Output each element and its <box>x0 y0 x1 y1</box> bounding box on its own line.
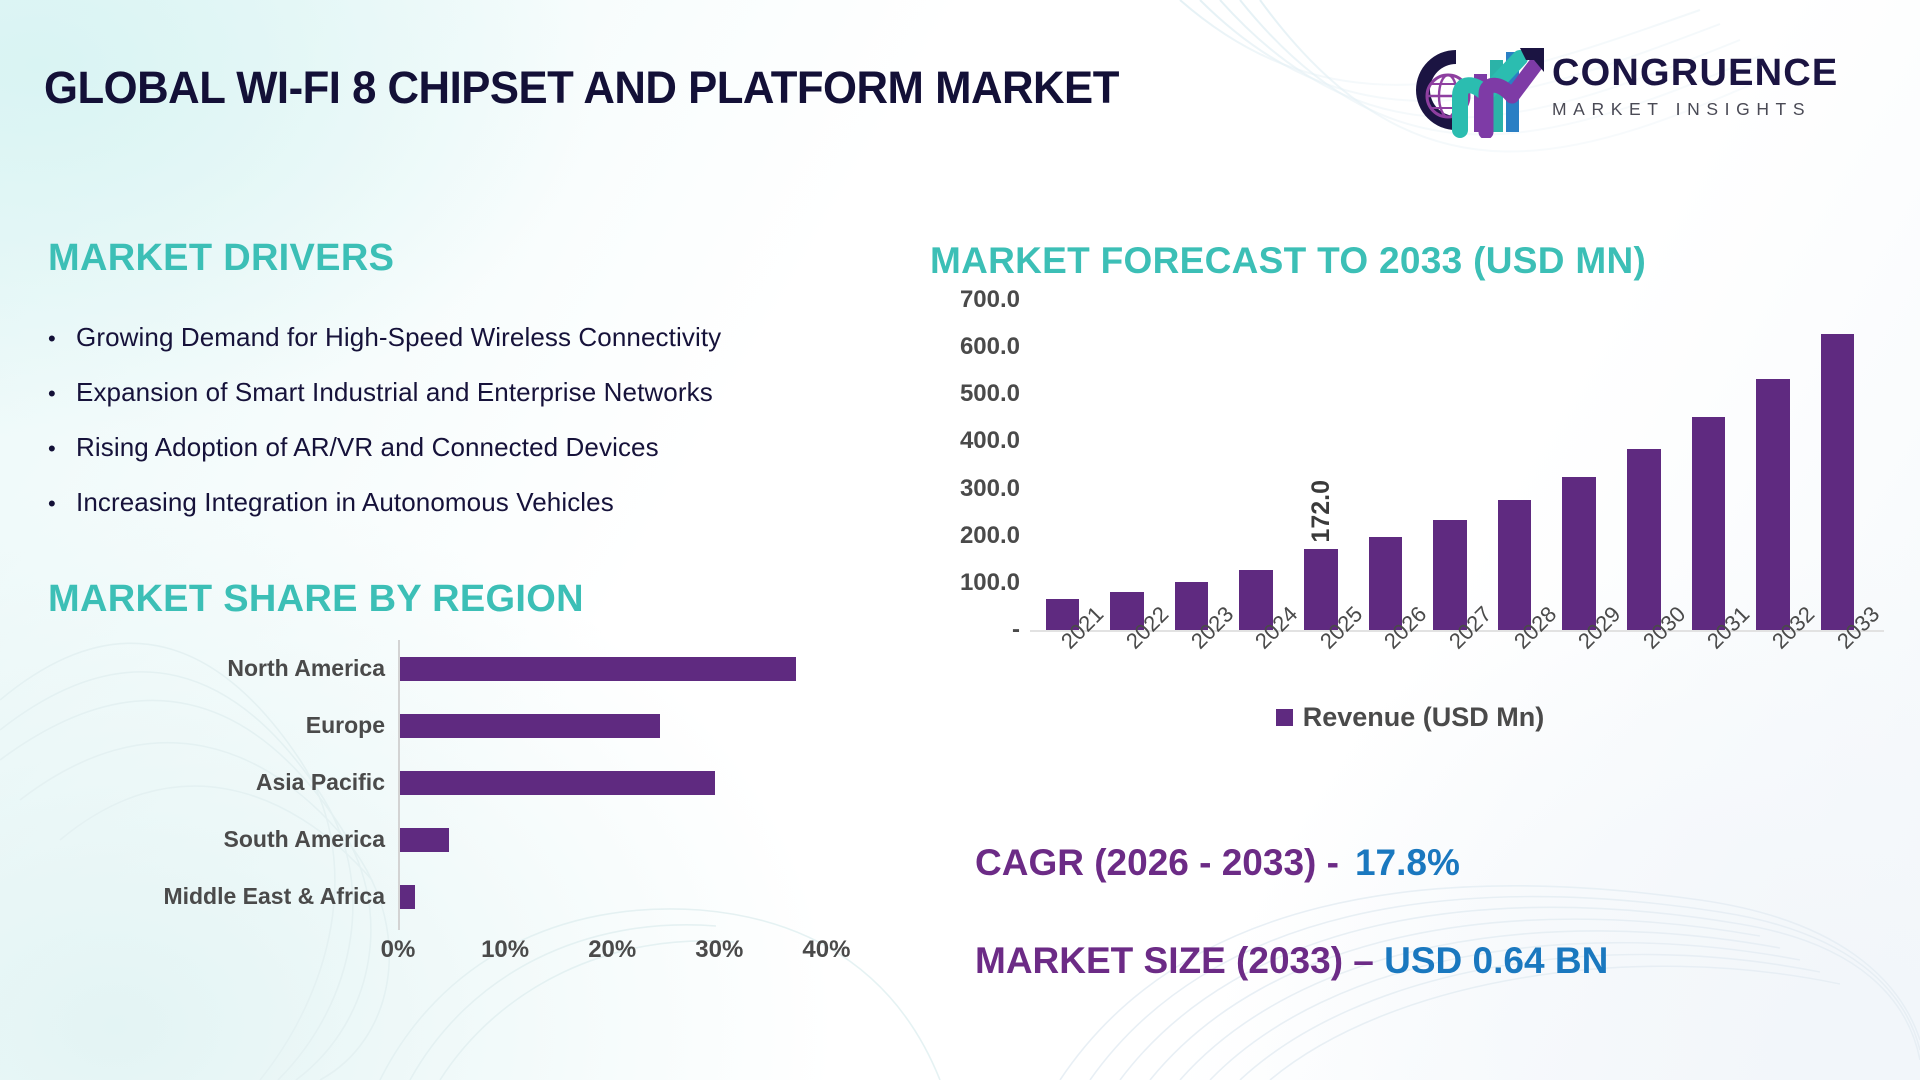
legend-label: Revenue (USD Mn) <box>1302 702 1545 732</box>
region-row: Middle East & Africa <box>60 868 880 925</box>
market-share-heading: MARKET SHARE BY REGION <box>48 578 584 620</box>
region-row: Europe <box>60 697 880 754</box>
cagr-value: 17.8% <box>1354 842 1460 883</box>
driver-item: • Increasing Integration in Autonomous V… <box>48 487 928 518</box>
bullet-icon: • <box>48 326 56 351</box>
market-forecast-chart: - 100.0 200.0 300.0 400.0 500.0 600.0 700.0 172… <box>930 286 1890 733</box>
region-bar-rows: North America Europe Asia Pacific South Ame… <box>60 640 880 925</box>
region-bar-track <box>398 697 880 754</box>
region-row: South America <box>60 811 880 868</box>
forecast-y-tick: 200.0 <box>959 521 1020 549</box>
bullet-icon: • <box>48 436 56 461</box>
region-label: South America <box>223 826 385 852</box>
region-bar-track <box>398 754 880 811</box>
forecast-y-tick: 100.0 <box>959 568 1020 596</box>
region-bar-track <box>398 811 880 868</box>
forecast-y-tick: - <box>1012 616 1020 643</box>
driver-text: Rising Adoption of AR/VR and Connected D… <box>76 432 659 462</box>
forecast-legend: Revenue (USD Mn) <box>930 702 1890 733</box>
forecast-baseline <box>1030 630 1884 632</box>
forecast-y-axis-labels: - 100.0 200.0 300.0 400.0 500.0 600.0 700.0 <box>930 286 1020 643</box>
bullet-icon: • <box>48 381 56 406</box>
forecast-bar <box>1562 476 1597 630</box>
forecast-bar <box>1497 500 1532 630</box>
region-bar <box>398 827 450 852</box>
driver-text: Increasing Integration in Autonomous Veh… <box>76 487 614 517</box>
forecast-bar <box>1627 449 1661 630</box>
region-x-tick: 20% <box>588 936 637 963</box>
region-bar-track <box>398 868 880 925</box>
forecast-bar <box>1368 536 1403 630</box>
cagr-label: CAGR (2026 - 2033) - <box>975 842 1339 883</box>
logo-name: CONGRUENCE <box>1552 52 1839 94</box>
forecast-y-tick: 300.0 <box>959 474 1020 502</box>
driver-text: Growing Demand for High-Speed Wireless C… <box>76 322 722 352</box>
globe-growth-chart-icon <box>1416 48 1544 138</box>
logo-subtitle: MARKET INSIGHTS <box>1552 99 1812 119</box>
market-drivers-list: • Growing Demand for High-Speed Wireless… <box>48 322 928 542</box>
forecast-bar <box>1691 416 1726 630</box>
region-row: North America <box>60 640 880 697</box>
page-title: GLOBAL WI-FI 8 CHIPSET AND PLATFORM MARK… <box>44 62 1119 113</box>
region-bar <box>398 770 716 795</box>
forecast-bar <box>1045 598 1080 630</box>
region-label: North America <box>227 655 385 681</box>
forecast-y-tick: 700.0 <box>959 286 1020 313</box>
driver-item: • Rising Adoption of AR/VR and Connected… <box>48 432 928 463</box>
driver-text: Expansion of Smart Industrial and Enterp… <box>76 377 713 407</box>
region-label: Middle East & Africa <box>163 883 385 909</box>
region-label: Europe <box>305 712 385 738</box>
forecast-data-label: 172.0 <box>1306 480 1335 543</box>
region-row: Asia Pacific <box>60 754 880 811</box>
bullet-icon: • <box>48 491 56 516</box>
market-drivers-heading: MARKET DRIVERS <box>48 237 395 279</box>
driver-item: • Growing Demand for High-Speed Wireless… <box>48 322 928 353</box>
cagr-stat: CAGR (2026 - 2033) - 17.8% <box>975 842 1460 884</box>
region-label: Asia Pacific <box>255 769 385 795</box>
forecast-bar <box>1303 548 1338 630</box>
forecast-bar <box>1110 591 1144 630</box>
region-x-tick: 10% <box>481 936 530 963</box>
forecast-bar <box>1433 519 1467 630</box>
forecast-y-tick: 400.0 <box>959 427 1020 455</box>
forecast-plot-area: 172.0 <box>1030 300 1880 630</box>
region-bar <box>398 713 661 738</box>
market-size-label: MARKET SIZE (2033) – <box>975 940 1374 981</box>
region-axis-line <box>398 640 400 930</box>
driver-item: • Expansion of Smart Industrial and Ente… <box>48 377 928 408</box>
forecast-bar <box>1756 379 1790 630</box>
region-x-tick: 30% <box>695 936 744 963</box>
forecast-y-tick: 500.0 <box>959 380 1020 408</box>
region-bar <box>398 656 797 681</box>
region-bar-track <box>398 640 880 697</box>
market-size-value: USD 0.64 BN <box>1384 940 1609 981</box>
market-share-by-region-chart: North America Europe Asia Pacific South Ame… <box>60 640 880 1000</box>
forecast-bar <box>1820 334 1855 630</box>
market-size-stat: MARKET SIZE (2033) – USD 0.64 BN <box>975 940 1608 982</box>
forecast-y-tick: 600.0 <box>959 333 1020 361</box>
forecast-bar <box>1174 582 1209 630</box>
region-x-axis-ticks: 0% 10% 20% 30% 40% <box>381 936 851 976</box>
brand-logo: CONGRUENCE MARKET INSIGHTS <box>1400 38 1890 144</box>
market-forecast-heading: MARKET FORECAST TO 2033 (USD MN) <box>930 240 1647 281</box>
legend-swatch-icon <box>1275 709 1293 726</box>
region-bar <box>398 884 416 909</box>
region-x-tick: 0% <box>380 936 416 963</box>
region-x-tick: 40% <box>802 936 851 963</box>
forecast-bar <box>1239 570 1273 630</box>
